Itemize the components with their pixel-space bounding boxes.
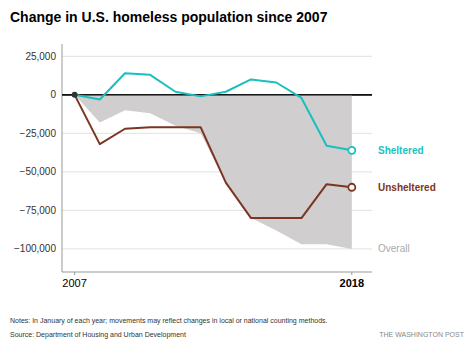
end-marker (348, 184, 355, 191)
x-axis-line (62, 272, 372, 273)
title: Change in U.S. homeless population since… (10, 9, 328, 25)
y-tick-label: −75,000 (20, 205, 57, 216)
x-tick-label: 2018 (340, 277, 364, 289)
series-label: Unsheltered (378, 182, 436, 193)
grid-line (62, 248, 372, 249)
watermark: THE WASHINGTON POST (379, 331, 465, 338)
end-marker (348, 147, 355, 154)
line (75, 95, 352, 218)
y-tick-label: 25,000 (25, 51, 56, 62)
note: Notes: In January of each year; movement… (10, 317, 328, 325)
note: Source: Department of Housing and Urban … (10, 331, 186, 339)
grid (62, 56, 372, 249)
y-tick-label: −25,000 (20, 128, 57, 139)
plot-marks (62, 73, 372, 249)
x-tick-label: 2007 (62, 277, 86, 289)
series-labels: Overall Sheltered Unsheltered (378, 145, 436, 255)
y-tick-label: 0 (50, 89, 56, 100)
series-label: Sheltered (378, 145, 424, 156)
y-tick-label: −50,000 (20, 166, 57, 177)
grid-line (62, 56, 372, 57)
x-tick (351, 272, 352, 275)
x-tick (74, 272, 75, 275)
y-axis-line (62, 44, 63, 272)
area (75, 95, 352, 249)
start-dot (72, 92, 78, 98)
chart: Change in U.S. homeless population since… (0, 0, 474, 359)
series-label: Overall (378, 243, 410, 254)
line (75, 73, 352, 150)
y-tick-label: −100,000 (14, 243, 56, 254)
